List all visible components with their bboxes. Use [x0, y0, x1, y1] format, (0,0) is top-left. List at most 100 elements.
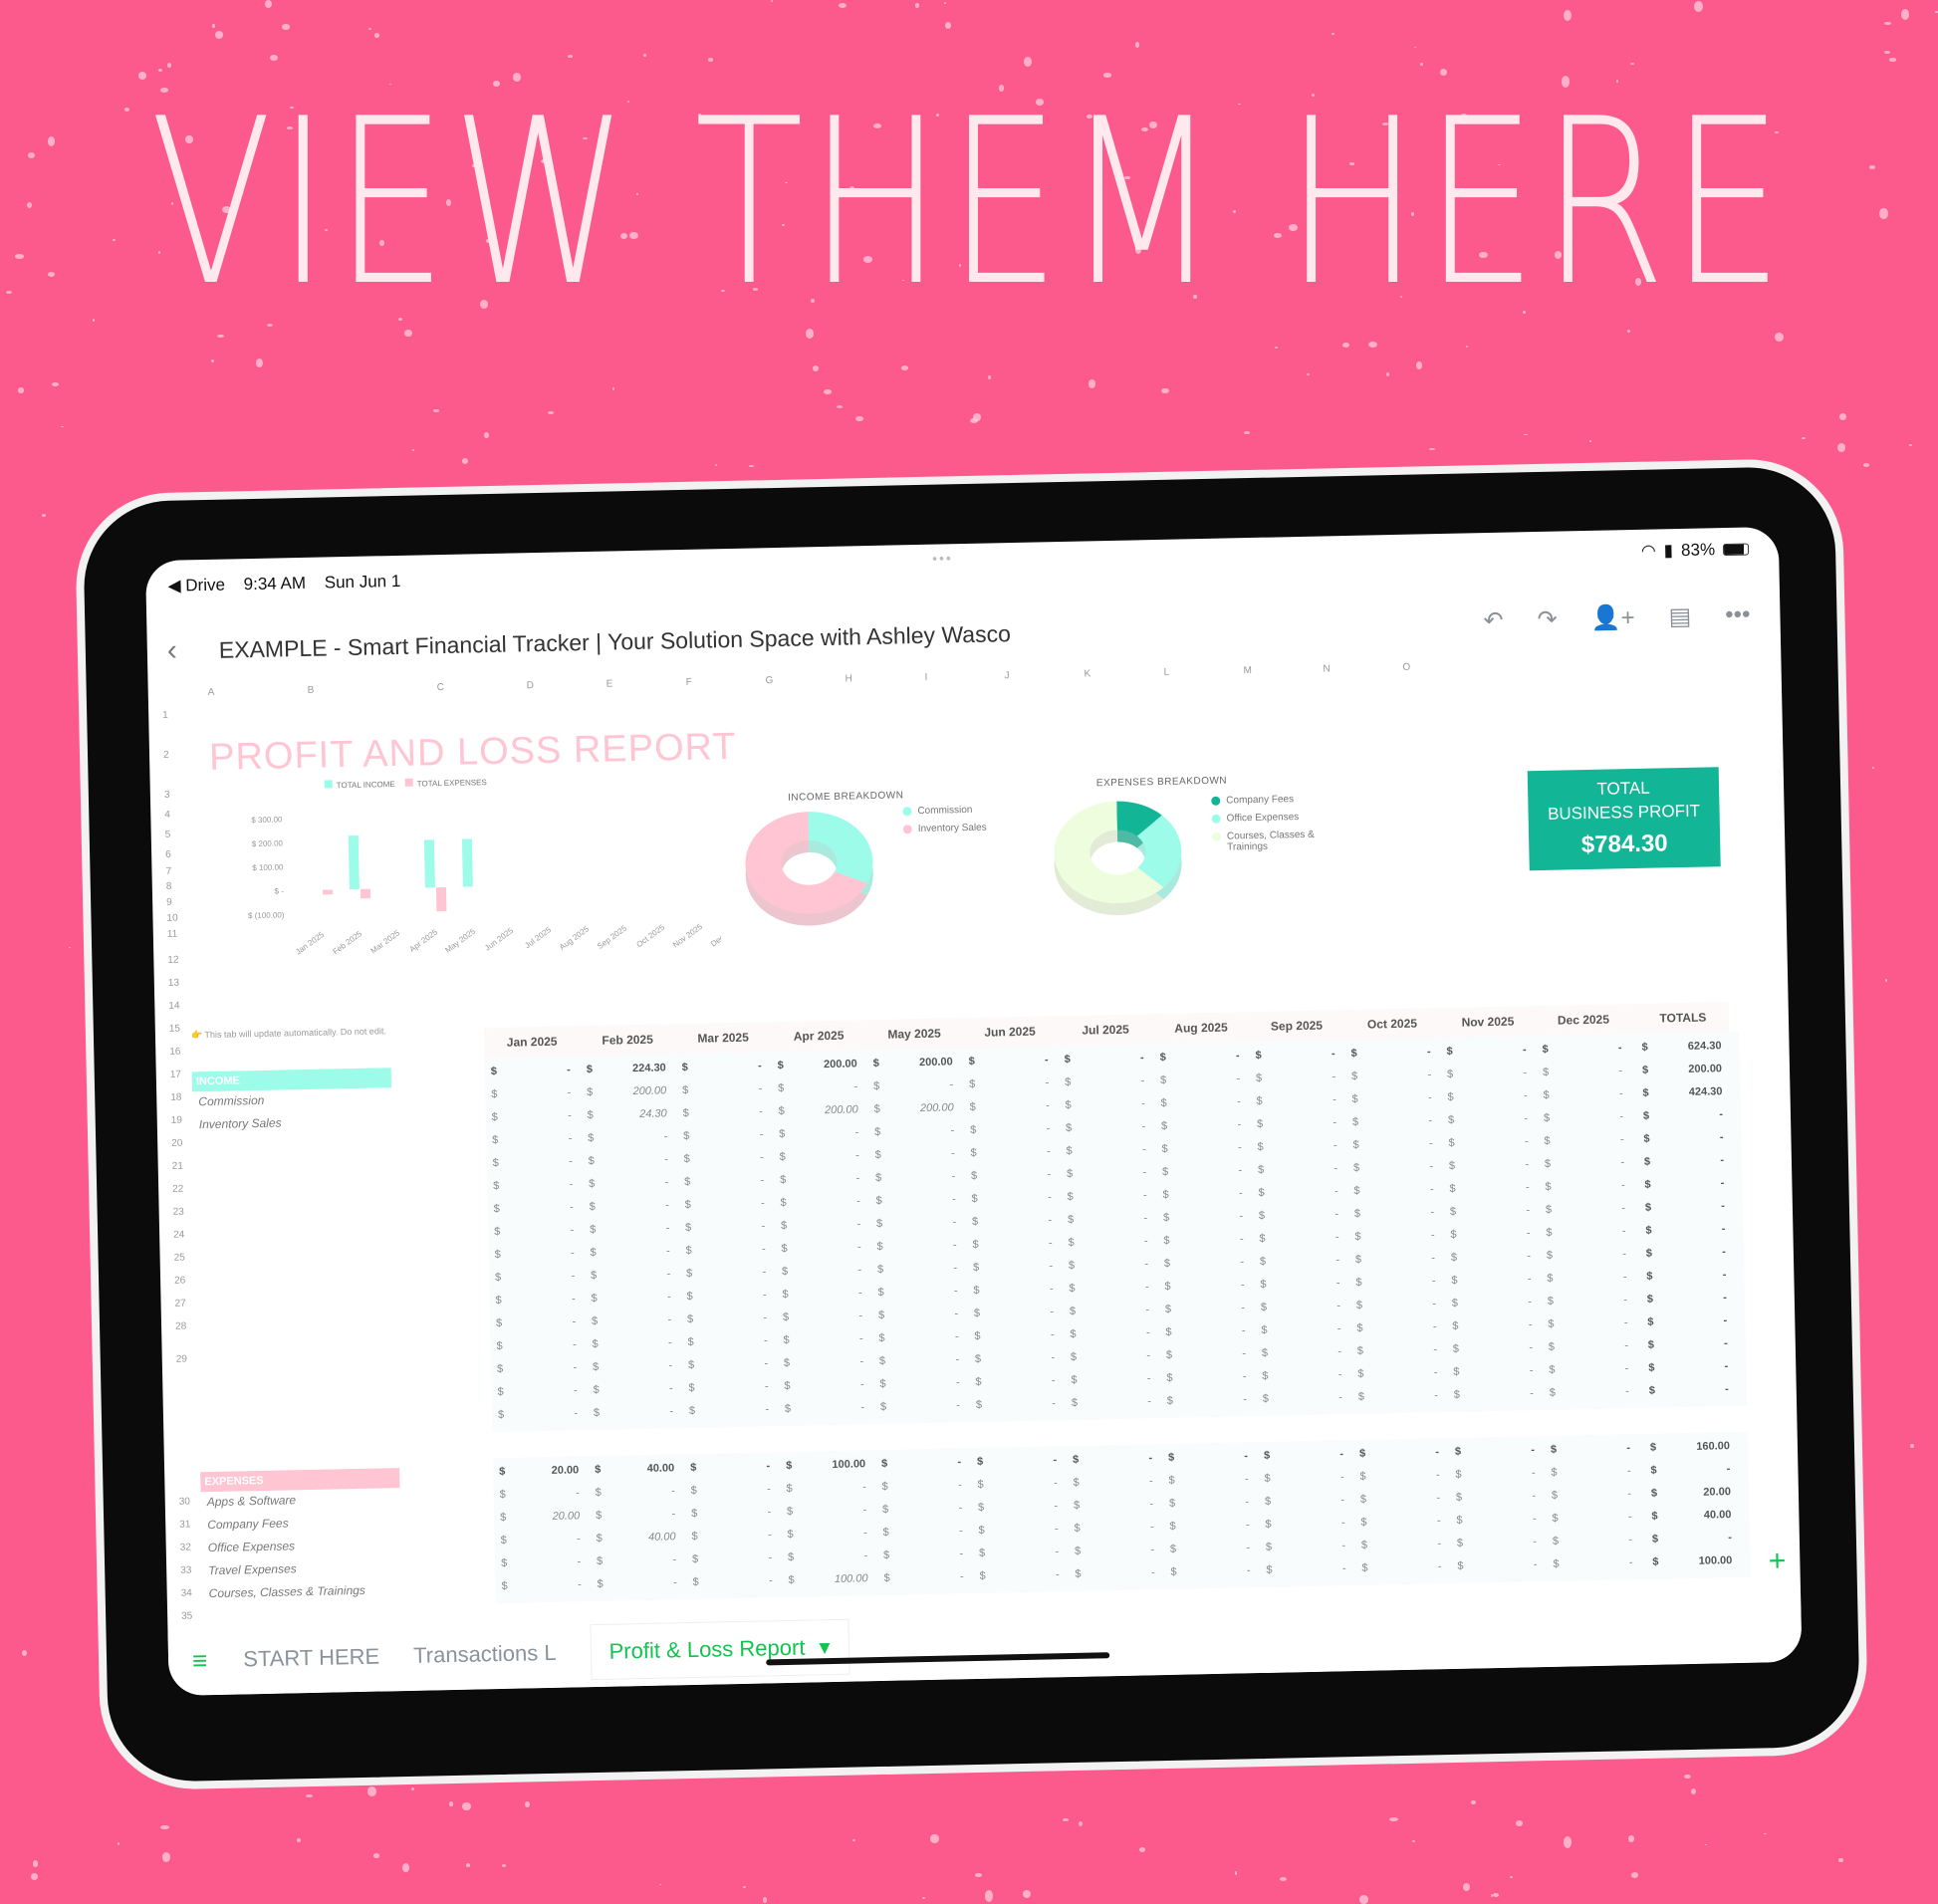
table-cell[interactable]: $ - — [875, 1452, 971, 1477]
table-cell[interactable]: $ - — [874, 1395, 970, 1420]
table-cell[interactable]: $ - — [1443, 1177, 1539, 1202]
row-number[interactable]: 1 — [162, 709, 168, 721]
back-chevron-icon[interactable]: ‹ — [166, 633, 178, 667]
table-cell[interactable]: $ - — [1543, 1335, 1638, 1360]
table-cell[interactable]: $ - — [1164, 1538, 1260, 1562]
table-cell[interactable]: $ - — [677, 1124, 773, 1149]
row-number[interactable]: 5 — [164, 829, 171, 840]
table-cell[interactable]: $ - — [1451, 1532, 1547, 1556]
table-cell[interactable]: $ - — [1542, 1312, 1637, 1337]
table-cell[interactable]: $20.00 — [494, 1506, 590, 1531]
row-number[interactable]: 19 — [170, 1114, 182, 1126]
table-cell[interactable]: $ - — [1441, 1063, 1537, 1087]
table-cell[interactable]: $ - — [685, 1525, 781, 1549]
table-cell[interactable]: $ - — [1067, 1448, 1162, 1473]
row-number[interactable]: 8 — [165, 880, 172, 892]
table-cell[interactable]: $ - — [1347, 1179, 1443, 1204]
table-cell[interactable]: $ - — [1160, 1366, 1256, 1391]
table-cell[interactable]: $ - — [588, 1401, 683, 1426]
table-cell[interactable]: $ - — [681, 1330, 777, 1355]
table-cell[interactable]: $ - — [1646, 1528, 1742, 1552]
row-number[interactable]: 7 — [165, 865, 172, 877]
table-cell[interactable]: $ - — [869, 1189, 965, 1214]
table-cell[interactable]: $ - — [1547, 1552, 1642, 1577]
table-cell[interactable]: $ - — [1060, 1116, 1155, 1141]
table-cell[interactable]: $ - — [491, 1380, 587, 1405]
table-cell[interactable]: $ - — [1259, 1490, 1354, 1515]
table-cell[interactable]: $ - — [772, 1076, 867, 1101]
table-cell[interactable]: $ - — [1443, 1154, 1539, 1179]
table-cell[interactable]: $ - — [1642, 1333, 1738, 1358]
tab-transactions[interactable]: Transactions L — [412, 1639, 557, 1668]
table-cell[interactable]: $ - — [973, 1542, 1069, 1566]
table-cell[interactable]: $ - — [679, 1216, 775, 1241]
table-cell[interactable]: $ - — [1069, 1562, 1164, 1587]
table-cell[interactable]: $ - — [877, 1566, 973, 1591]
column-header[interactable]: H — [845, 673, 852, 685]
table-cell[interactable]: $ - — [488, 1220, 584, 1245]
table-cell[interactable]: $ - — [487, 1174, 583, 1199]
table-cell[interactable]: $ - — [1353, 1465, 1449, 1490]
table-cell[interactable]: $ - — [494, 1529, 590, 1553]
table-cell[interactable]: $ - — [777, 1306, 872, 1330]
table-cell[interactable]: $ - — [1345, 1065, 1441, 1089]
table-cell[interactable]: $ - — [1160, 1343, 1256, 1368]
table-cell[interactable]: $ - — [1544, 1381, 1639, 1406]
table-cell[interactable]: $ - — [1449, 1463, 1545, 1488]
row-number[interactable]: 9 — [166, 896, 172, 908]
table-cell[interactable]: $424.30 — [1636, 1081, 1732, 1106]
tab-dropdown-icon[interactable]: ▾ — [819, 1634, 831, 1660]
table-cell[interactable]: $ - — [965, 1187, 1061, 1212]
row-number[interactable]: 6 — [165, 848, 171, 860]
table-cell[interactable]: $ - — [971, 1450, 1067, 1475]
table-cell[interactable]: $ - — [1345, 1087, 1441, 1112]
table-cell[interactable]: $ - — [685, 1502, 781, 1527]
table-cell[interactable]: $ - — [1158, 1252, 1254, 1277]
table-cell[interactable]: $ - — [1065, 1368, 1160, 1393]
row-number[interactable]: 25 — [173, 1252, 185, 1264]
table-cell[interactable]: $ - — [1069, 1540, 1164, 1564]
table-cell[interactable]: $ - — [679, 1239, 775, 1264]
table-cell[interactable]: $ - — [777, 1328, 872, 1353]
table-cell[interactable]: $ - — [1260, 1536, 1355, 1560]
table-cell[interactable]: $ - — [1446, 1292, 1542, 1316]
table-cell[interactable]: $ - — [868, 1143, 964, 1168]
table-cell[interactable]: $ - — [1450, 1486, 1546, 1511]
table-cell[interactable]: $ - — [1348, 1225, 1444, 1250]
table-cell[interactable]: $ - — [964, 1141, 1060, 1166]
row-number[interactable]: 26 — [174, 1275, 186, 1287]
table-cell[interactable]: $ - — [683, 1399, 779, 1424]
table-cell[interactable]: $ - — [586, 1309, 681, 1334]
table-cell[interactable]: $ - — [489, 1266, 585, 1291]
table-cell[interactable]: $ - — [1448, 1383, 1544, 1408]
table-cell[interactable]: $ - — [1350, 1294, 1446, 1318]
table-cell[interactable]: $ - — [1447, 1360, 1543, 1385]
table-cell[interactable]: $ - — [1158, 1275, 1254, 1300]
all-sheets-menu-icon[interactable]: ≡ — [191, 1644, 208, 1676]
table-cell[interactable]: $ - — [973, 1564, 1069, 1589]
table-cell[interactable]: $20.00 — [1645, 1482, 1741, 1507]
table-cell[interactable]: $ - — [1642, 1356, 1738, 1381]
table-cell[interactable]: $ - — [969, 1347, 1065, 1372]
table-cell[interactable]: $ - — [1449, 1440, 1545, 1465]
table-cell[interactable]: $ - — [869, 1166, 965, 1191]
column-header[interactable]: I — [924, 671, 928, 683]
table-cell[interactable]: $ - — [1064, 1300, 1159, 1324]
table-cell[interactable]: $ - — [591, 1549, 686, 1574]
table-cell[interactable]: $ - — [876, 1521, 972, 1546]
table-cell[interactable]: $ - — [493, 1483, 589, 1508]
table-cell[interactable]: $ - — [1450, 1509, 1546, 1534]
table-cell[interactable]: $ - — [1444, 1200, 1540, 1225]
column-header[interactable]: M — [1243, 665, 1252, 677]
table-cell[interactable]: $ - — [1253, 1227, 1348, 1252]
table-cell[interactable]: $ - — [1058, 1048, 1153, 1072]
table-cell[interactable]: $ - — [1539, 1152, 1634, 1177]
column-header[interactable]: K — [1084, 668, 1091, 680]
table-cell[interactable]: $ - — [487, 1151, 583, 1176]
table-cell[interactable]: $ - — [967, 1279, 1063, 1304]
table-cell[interactable]: $24.30 — [582, 1103, 677, 1128]
table-cell[interactable]: $ - — [964, 1118, 1060, 1143]
table-cell[interactable]: $ - — [1451, 1554, 1547, 1579]
table-cell[interactable]: $ - — [963, 1095, 1059, 1120]
table-cell[interactable]: $200.00 — [772, 1054, 867, 1078]
